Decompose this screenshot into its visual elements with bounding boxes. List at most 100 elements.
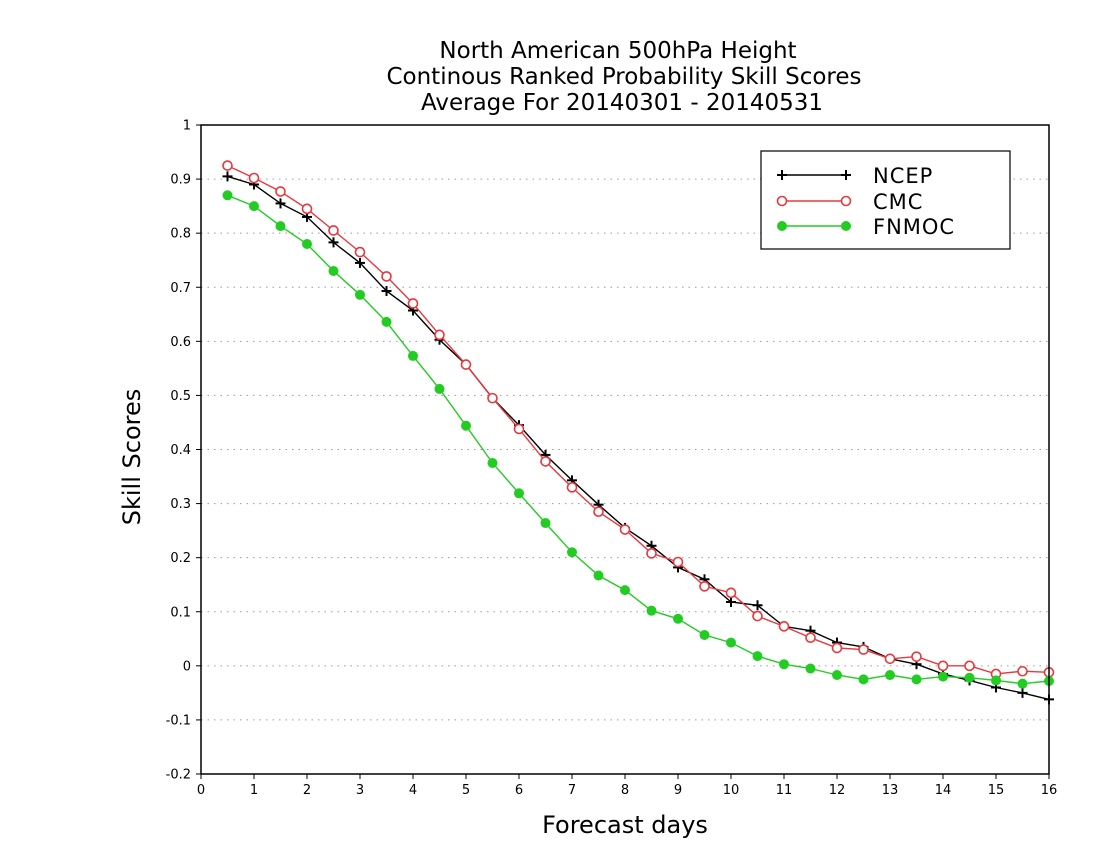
data-point-ncep bbox=[328, 237, 339, 248]
data-point-fnmoc bbox=[779, 659, 789, 670]
legend-marker-cmc bbox=[840, 195, 852, 207]
legend-box bbox=[760, 150, 1011, 250]
data-point-fnmoc bbox=[752, 651, 763, 662]
data-point-cmc bbox=[275, 186, 286, 197]
data-point-fnmoc bbox=[302, 238, 312, 249]
data-point-fnmoc bbox=[938, 671, 948, 682]
data-point-fnmoc bbox=[355, 289, 365, 300]
data-point-fnmoc bbox=[726, 637, 736, 648]
x-tick-label: 1 bbox=[250, 783, 258, 798]
data-point-ncep bbox=[726, 597, 736, 608]
data-point-cmc bbox=[964, 660, 975, 672]
data-point-ncep bbox=[752, 600, 763, 611]
data-point-fnmoc bbox=[858, 674, 869, 685]
data-point-ncep bbox=[222, 171, 233, 182]
legend-item-cmc: CMC bbox=[776, 190, 922, 214]
data-point-fnmoc bbox=[805, 663, 816, 674]
x-tick-label: 16 bbox=[1041, 783, 1058, 798]
data-point-cmc bbox=[222, 160, 233, 171]
x-axis-label: Forecast days bbox=[542, 811, 708, 839]
x-tick-label: 5 bbox=[462, 783, 470, 798]
chart-title: North American 500hPa Height Continous R… bbox=[386, 38, 861, 116]
data-point-fnmoc bbox=[275, 221, 286, 232]
data-point-cmc bbox=[646, 548, 657, 559]
x-tick-label: 8 bbox=[621, 783, 629, 798]
data-point-fnmoc bbox=[593, 570, 604, 581]
data-point-fnmoc bbox=[646, 605, 657, 616]
data-point-fnmoc bbox=[461, 420, 471, 431]
legend-marker-fnmoc bbox=[777, 221, 787, 231]
data-point-fnmoc bbox=[832, 670, 842, 681]
data-point-ncep bbox=[275, 198, 286, 209]
x-tick-label: 10 bbox=[723, 783, 740, 798]
data-point-cmc bbox=[593, 506, 604, 517]
y-tick-label: -0.1 bbox=[166, 713, 191, 728]
y-tick-label: 0.1 bbox=[170, 605, 191, 620]
data-point-fnmoc bbox=[673, 613, 683, 624]
title-line-3: Average For 20140301 - 20140531 bbox=[421, 90, 823, 116]
data-point-fnmoc bbox=[514, 488, 524, 499]
data-point-cmc bbox=[513, 423, 525, 435]
data-point-fnmoc bbox=[408, 350, 418, 361]
data-point-cmc bbox=[831, 642, 843, 654]
y-tick-label: 0.7 bbox=[170, 281, 191, 296]
data-point-cmc bbox=[858, 644, 869, 655]
series-ncep bbox=[222, 171, 1054, 705]
series-line-ncep bbox=[227, 175, 1050, 701]
data-point-fnmoc bbox=[964, 672, 975, 683]
data-point-cmc bbox=[725, 587, 737, 599]
data-point-fnmoc bbox=[567, 547, 577, 558]
data-point-fnmoc bbox=[699, 630, 710, 641]
x-axis-ticks: 0 1 2 3 4 5 6 7 8 9 10 11 12 13 14 15 16 bbox=[197, 774, 1057, 798]
data-point-fnmoc bbox=[328, 266, 339, 277]
data-point-fnmoc bbox=[620, 585, 630, 596]
data-point-fnmoc bbox=[1017, 678, 1028, 689]
x-tick-label: 7 bbox=[568, 783, 576, 798]
data-point-cmc bbox=[672, 556, 684, 568]
data-point-cmc bbox=[487, 392, 498, 404]
data-point-fnmoc bbox=[540, 518, 551, 529]
data-point-fnmoc bbox=[434, 383, 445, 394]
data-point-cmc bbox=[752, 610, 763, 622]
x-tick-label: 2 bbox=[303, 783, 311, 798]
grid-lines bbox=[201, 178, 1049, 721]
x-tick-label: 14 bbox=[935, 783, 952, 798]
series-cmc bbox=[222, 160, 1055, 680]
y-tick-label: 0.4 bbox=[170, 443, 191, 458]
data-point-cmc bbox=[619, 524, 631, 535]
data-point-cmc bbox=[328, 225, 339, 236]
data-point-cmc bbox=[937, 660, 949, 672]
series-line-fnmoc bbox=[227, 194, 1050, 685]
data-point-cmc bbox=[434, 329, 445, 341]
legend-marker-cmc bbox=[776, 195, 788, 207]
data-point-cmc bbox=[354, 246, 366, 258]
y-tick-label: -0.2 bbox=[166, 768, 191, 783]
data-point-ncep bbox=[1017, 687, 1028, 698]
legend-label-fnmoc: FNMOC bbox=[873, 215, 955, 239]
series-layer bbox=[222, 160, 1055, 705]
y-axis-label: Skill Scores bbox=[118, 389, 146, 526]
data-point-cmc bbox=[381, 271, 392, 282]
data-point-cmc bbox=[1017, 665, 1028, 677]
data-point-ncep bbox=[355, 257, 365, 268]
y-tick-label: 0.9 bbox=[170, 173, 191, 188]
data-point-cmc bbox=[540, 456, 551, 467]
data-point-fnmoc bbox=[991, 675, 1001, 686]
y-tick-label: 0.8 bbox=[170, 227, 191, 242]
y-tick-label: 0.5 bbox=[170, 389, 191, 404]
x-tick-label: 13 bbox=[882, 783, 899, 798]
legend-marker-fnmoc bbox=[841, 221, 851, 231]
y-tick-label: 0.6 bbox=[170, 335, 191, 350]
data-point-cmc bbox=[301, 203, 313, 215]
x-tick-label: 0 bbox=[197, 783, 205, 798]
y-tick-label: 0.3 bbox=[170, 497, 191, 512]
data-point-cmc bbox=[407, 298, 419, 309]
data-point-cmc bbox=[805, 632, 816, 644]
data-point-fnmoc bbox=[381, 316, 392, 327]
data-point-cmc bbox=[778, 621, 790, 632]
title-line-2: Continous Ranked Probability Skill Score… bbox=[386, 64, 861, 90]
x-tick-label: 15 bbox=[988, 783, 1005, 798]
data-point-fnmoc bbox=[487, 458, 498, 469]
